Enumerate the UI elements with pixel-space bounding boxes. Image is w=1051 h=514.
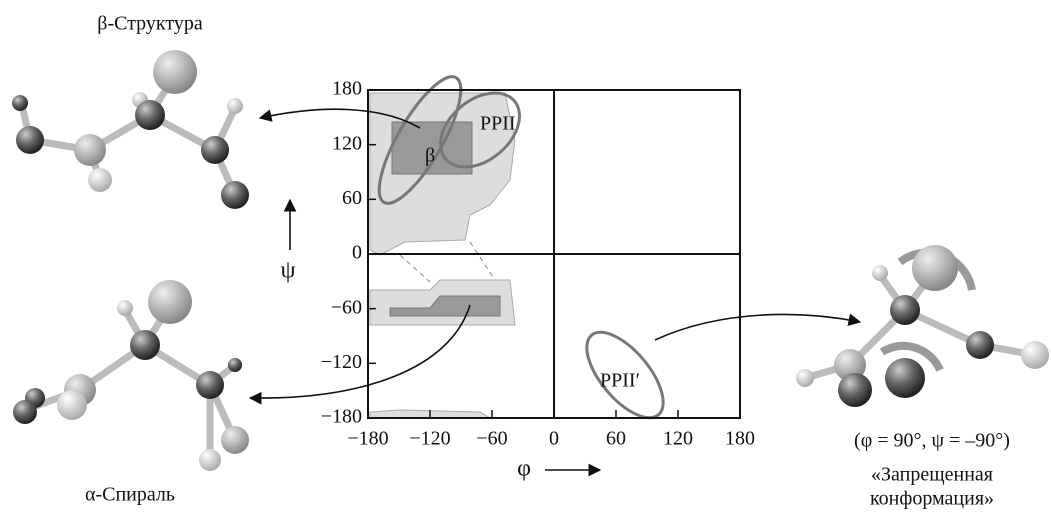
y-tick-label: 0 (352, 242, 362, 264)
x-tick-label: −60 (476, 428, 507, 450)
molecule (12, 50, 249, 209)
y-axis-title: ψ (280, 258, 295, 284)
y-tick-label: −180 (321, 406, 362, 428)
annotation: «Запрещенная (871, 464, 993, 486)
arrow (258, 108, 421, 129)
region-label: PPII (480, 113, 516, 135)
arrow (654, 313, 862, 341)
molecule-label: β-Структура (97, 13, 203, 35)
x-tick-label: 60 (606, 428, 626, 450)
molecule (13, 280, 249, 471)
regions (369, 75, 665, 420)
y-tick-label: 120 (332, 132, 362, 154)
x-tick-label: 180 (725, 428, 755, 450)
x-tick-label: −180 (347, 428, 388, 450)
annotation: (φ = 90°, ψ = –90°) (854, 430, 1010, 452)
molecule-label: α-Спираль (85, 484, 175, 506)
y-tick-label: 180 (332, 78, 362, 100)
x-tick-label: −120 (409, 428, 450, 450)
x-tick-label: 0 (549, 428, 559, 450)
region-label: PPII′ (600, 370, 640, 392)
plot-area: −180 −120 −60 0 60 120 180 −180 −120 −60 0 60 120 180 (321, 78, 755, 450)
molecule (796, 245, 1049, 407)
x-axis-title: φ (517, 456, 531, 482)
x-tick-label: 120 (663, 428, 693, 450)
annotation: конформация» (870, 488, 994, 510)
y-tick-label: 60 (342, 187, 362, 209)
region-label: β (425, 145, 435, 167)
y-tick-label: −60 (331, 296, 362, 318)
arrow (248, 304, 471, 405)
y-tick-label: −120 (321, 351, 362, 373)
